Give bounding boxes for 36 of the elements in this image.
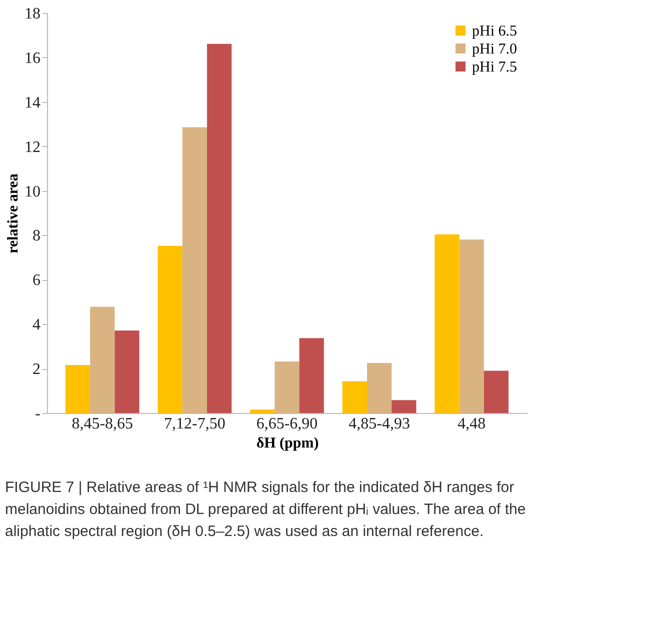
x-tick-label: 6,65-6,90: [256, 416, 318, 432]
y-tick-label: 18: [24, 6, 40, 22]
bar: [274, 361, 300, 413]
x-axis-title: δH (ppm): [256, 436, 319, 452]
y-tick-label: 12: [24, 138, 40, 156]
y-axis-title: relative area: [6, 173, 22, 254]
y-tick-label: 6: [32, 272, 40, 290]
bar: [392, 400, 416, 413]
y-tick-label: 16: [24, 50, 40, 67]
y-tick-label: 14: [24, 94, 40, 112]
bar: [434, 234, 460, 413]
y-tick-label: 8: [32, 228, 40, 245]
bar: [158, 246, 182, 413]
legend-label: pHi 6.5: [472, 24, 517, 40]
bar: [207, 44, 232, 413]
bar: [484, 370, 509, 413]
bar: [182, 127, 207, 413]
y-tick-label: -: [35, 406, 40, 422]
bar: [90, 306, 115, 413]
bar: [65, 365, 90, 413]
legend-label: pHi 7.5: [472, 60, 517, 76]
x-tick-label: 4,85-4,93: [348, 416, 410, 432]
x-tick-label: 8,45-8,65: [72, 416, 134, 432]
bar: [367, 363, 392, 413]
bar: [342, 381, 367, 413]
x-tick-label: 4,48: [458, 416, 486, 432]
y-tick-label: 4: [32, 316, 40, 334]
y-tick-label: 2: [32, 361, 40, 378]
bar: [459, 239, 484, 413]
caption: FIGURE 7 | Relative areas of ¹H NMR signals for the indicated δH ranges for melanoidins obtained from DL prepared at different pHᵢ values. The area of the aliphatic spectral region (δH 0.5–2.5) was used as an internal reference.: [5, 479, 526, 540]
bar: [299, 338, 324, 413]
bar: [250, 409, 275, 413]
x-tick-label: 7,12-7,50: [164, 416, 226, 432]
legend-label: pHi 7.0: [472, 42, 517, 58]
bar: [114, 330, 140, 413]
y-tick-label: 10: [24, 183, 40, 200]
